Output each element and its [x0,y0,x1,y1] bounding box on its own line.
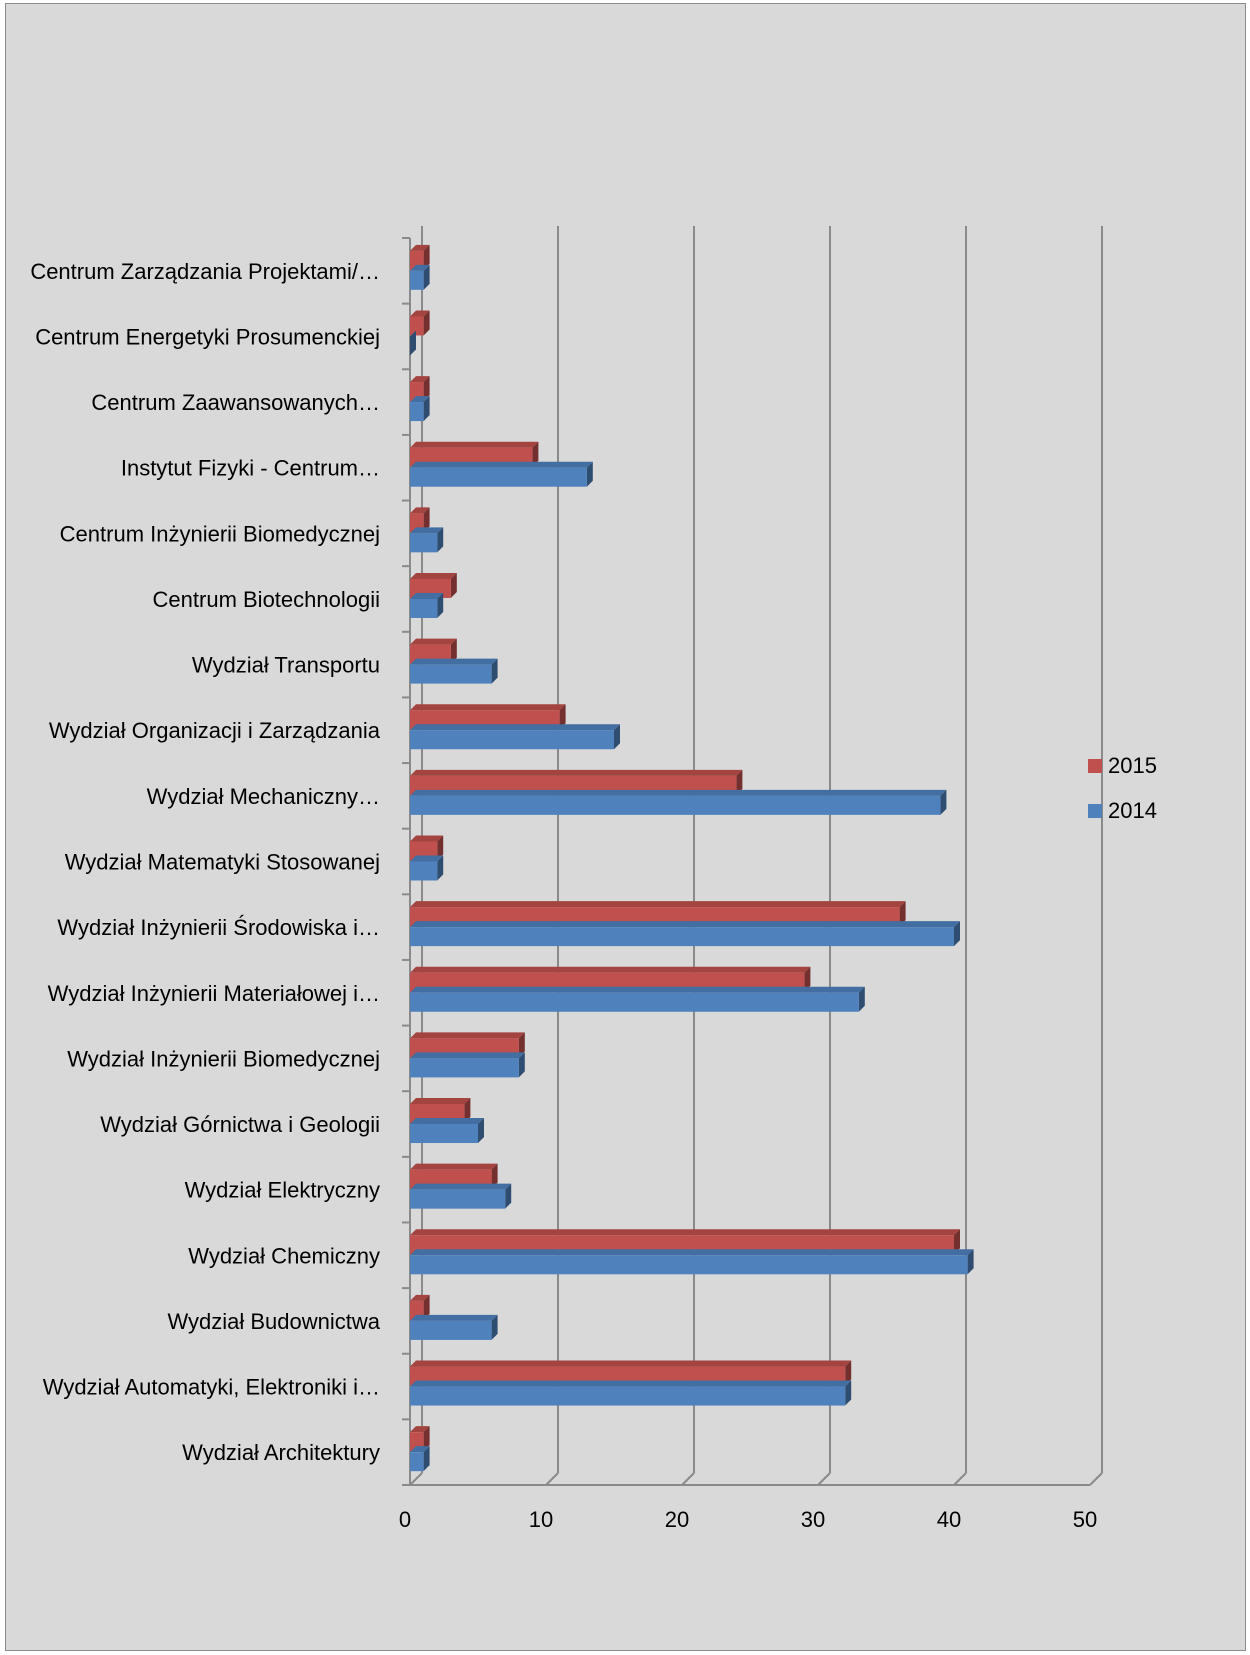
gridline-floor-40 [953,1472,967,1486]
bar-2014-7 [410,1052,525,1078]
category-label: Wydział Budownictwa [167,1309,380,1334]
category-label: Wydział Architektury [182,1440,380,1465]
category-label: Wydział Inżynierii Środowiska i… [57,915,380,940]
bar-2014-4 [410,1249,974,1275]
category-label: Wydział Transportu [192,653,380,678]
bar-2014-15 [410,527,444,553]
category-label: Wydział Górnictwa i Geologii [100,1112,380,1137]
x-tick-label: 20 [665,1507,689,1532]
legend-label-2014: 2014 [1108,798,1157,823]
bar-2014-13 [410,658,498,684]
category-label: Wydział Organizacji i Zarządzania [49,718,381,743]
bar-2014-8 [410,986,865,1012]
legend-swatch-2015 [1088,759,1102,773]
gridline-floor-0 [409,1472,423,1486]
bar-2014-1 [410,1446,430,1472]
bar-2014-16 [410,461,593,487]
category-label: Centrum Zarządzania Projektami/… [30,259,380,284]
bar-2014-5 [410,1183,512,1209]
category-label: Centrum Inżynierii Biomedycznej [60,521,380,546]
gridline-floor-10 [545,1472,559,1486]
category-label: Centrum Zaawansowanych… [91,390,380,415]
category-label: Wydział Elektryczny [185,1178,380,1203]
bar-2014-19 [410,264,430,290]
category-label: Wydział Inżynierii Materiałowej i… [48,981,380,1006]
bar-2014-17 [410,396,430,422]
bar-2014-6 [410,1118,484,1144]
bar-2014-10 [410,855,444,881]
category-label: Wydział Matematyki Stosowanej [65,850,380,875]
category-label: Instytut Fizyki - Centrum… [121,456,380,481]
gridline-floor-50 [1089,1472,1103,1486]
category-label: Wydział Automatyki, Elektroniki i… [43,1375,380,1400]
x-tick-label: 30 [801,1507,825,1532]
bar-2014-12 [410,724,620,750]
x-tick-label: 40 [937,1507,961,1532]
bar-2014-18 [410,330,416,356]
bar-2014-9 [410,921,960,947]
legend-label-2015: 2015 [1108,753,1157,778]
category-label: Wydział Chemiczny [188,1243,380,1268]
x-tick-label: 50 [1073,1507,1097,1532]
bar-2015-15 [410,507,430,533]
category-label: Wydział Inżynierii Biomedycznej [67,1046,380,1071]
bar-2014-2 [410,1380,852,1406]
legend-swatch-2014 [1088,804,1102,818]
gridline-floor-20 [681,1472,695,1486]
category-label: Centrum Energetyki Prosumenckiej [35,324,380,349]
category-label: Wydział Mechaniczny… [147,784,380,809]
x-tick-label: 10 [529,1507,553,1532]
x-tick-label: 0 [399,1507,411,1532]
category-label: Centrum Biotechnologii [153,587,380,612]
bar-2015-18 [410,310,430,336]
bar-2014-14 [410,592,444,618]
bar-2014-11 [410,789,947,815]
gridline-floor-30 [817,1472,831,1486]
bar-2014-3 [410,1314,498,1340]
